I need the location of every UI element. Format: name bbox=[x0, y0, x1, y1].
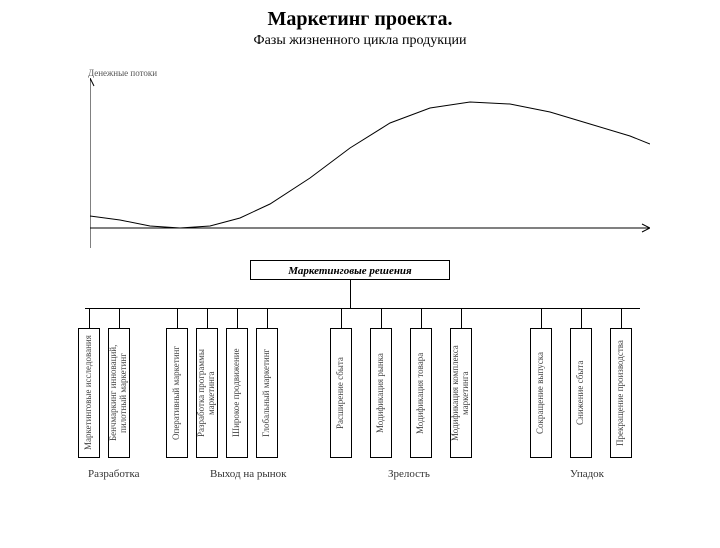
phase-label: Выход на рынок bbox=[210, 468, 286, 480]
tree-leaf: Снижение сбыта bbox=[570, 328, 592, 458]
tree-leaf: Сокращение выпуска bbox=[530, 328, 552, 458]
tree-leaf: Модификация рынка bbox=[370, 328, 392, 458]
lifecycle-chart bbox=[90, 78, 650, 248]
y-axis-label: Денежные потоки bbox=[88, 68, 157, 78]
tree-leaf: Прекращение производства bbox=[610, 328, 632, 458]
page-subtitle: Фазы жизненного цикла продукции bbox=[0, 33, 720, 49]
tree-leaf: Маркетинговые исследования bbox=[78, 328, 100, 458]
tree-leaf: Широкое продвижение bbox=[226, 328, 248, 458]
connector-line bbox=[461, 308, 462, 328]
connector-line bbox=[581, 308, 582, 328]
connector-line bbox=[621, 308, 622, 328]
chart-svg bbox=[90, 78, 650, 248]
connector-line bbox=[85, 308, 640, 309]
connector-line bbox=[89, 308, 90, 328]
phase-label: Упадок bbox=[570, 468, 604, 480]
connector-line bbox=[541, 308, 542, 328]
phase-label: Зрелость bbox=[388, 468, 430, 480]
tree-leaf: Глобальный маркетинг bbox=[256, 328, 278, 458]
tree-leaf: Оперативный маркетинг bbox=[166, 328, 188, 458]
tree-leaf: Разработка программы маркетинга bbox=[196, 328, 218, 458]
connector-line bbox=[237, 308, 238, 328]
connector-line bbox=[177, 308, 178, 328]
tree-leaf: Модификация комплекса маркетинга bbox=[450, 328, 472, 458]
phase-label: Разработка bbox=[88, 468, 140, 480]
tree-leaf: Расширение сбыта bbox=[330, 328, 352, 458]
tree-leaf: Модификация товара bbox=[410, 328, 432, 458]
decisions-box-label: Маркетинговые решения bbox=[288, 265, 411, 277]
connector-line bbox=[207, 308, 208, 328]
tree-leaf: Бенчмаркинг инноваций, пилотный маркетин… bbox=[108, 328, 130, 458]
connector-line bbox=[341, 308, 342, 328]
page-title: Маркетинг проекта. bbox=[0, 8, 720, 31]
connector-line bbox=[267, 308, 268, 328]
connector-line bbox=[421, 308, 422, 328]
connector-line bbox=[119, 308, 120, 328]
connector-line bbox=[381, 308, 382, 328]
marketing-decisions-box: Маркетинговые решения bbox=[250, 260, 450, 280]
connector-line bbox=[350, 280, 351, 308]
